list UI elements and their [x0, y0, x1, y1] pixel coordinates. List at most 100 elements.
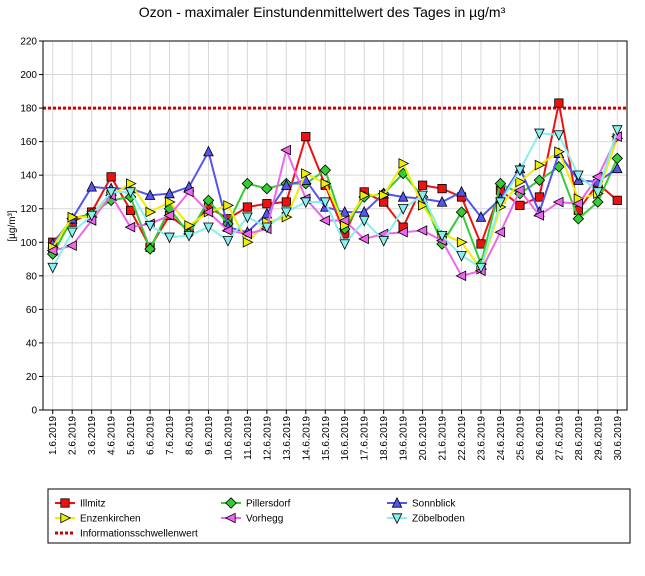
data-point: [611, 162, 623, 174]
data-point: [60, 512, 72, 524]
data-point: [280, 144, 291, 156]
data-point: [475, 262, 487, 274]
x-tick-label: 8.6.2019: [185, 416, 196, 455]
data-point: [261, 182, 273, 195]
data-point: [184, 220, 196, 231]
legend-item: Vorhegg: [221, 512, 283, 525]
data-point: [126, 178, 137, 189]
data-point: [456, 185, 467, 197]
x-tick-label: 16.6.2019: [340, 416, 351, 461]
data-point: [86, 210, 98, 222]
data-point: [144, 220, 156, 232]
data-point: [358, 233, 369, 245]
y-tick-label: 80: [26, 271, 38, 282]
y-tick-label: 140: [20, 171, 37, 182]
data-point: [572, 213, 585, 225]
legend-label: Illmitz: [80, 499, 106, 510]
data-point: [554, 98, 564, 108]
data-point: [379, 189, 390, 201]
data-point: [202, 206, 214, 218]
data-point: [358, 215, 370, 227]
y-tick-label: 220: [20, 37, 37, 48]
data-point: [495, 197, 506, 209]
data-point: [46, 245, 58, 257]
data-point: [338, 215, 350, 226]
x-tick-label: 25.6.2019: [515, 416, 526, 461]
data-point: [391, 513, 403, 525]
data-point: [241, 228, 253, 240]
data-point: [60, 498, 70, 508]
data-point: [397, 204, 409, 215]
y-tick-label: 0: [31, 406, 37, 417]
data-point: [534, 128, 545, 140]
data-point: [553, 130, 565, 142]
series-line: [51, 150, 618, 245]
legend-box: [47, 488, 631, 544]
legend-item: Illmitz: [55, 498, 106, 510]
data-point: [378, 235, 390, 247]
x-tick-label: 24.6.2019: [496, 416, 507, 461]
data-point: [280, 179, 292, 190]
data-point: [475, 211, 487, 222]
y-axis-ticks: 0 20 40 60 80 100 120 140 160 180 200 220: [20, 37, 43, 417]
x-tick-label: 28.6.2019: [574, 416, 585, 461]
x-tick-label: 7.6.2019: [165, 416, 176, 455]
data-point: [261, 222, 273, 234]
x-tick-label: 11.6.2019: [243, 416, 254, 460]
data-point: [417, 180, 428, 190]
legend-label: Informationsschwellenwert: [80, 529, 198, 540]
data-point: [164, 232, 175, 244]
x-tick-label: 2.6.2019: [68, 416, 79, 455]
legend-label: Enzenkirchen: [80, 514, 141, 525]
data-point: [182, 186, 194, 198]
y-tick-label: 40: [26, 338, 38, 349]
data-point: [144, 189, 156, 200]
data-point: [455, 270, 467, 282]
data-point: [456, 251, 467, 262]
x-tick-label: 26.6.2019: [535, 416, 546, 461]
data-point: [436, 195, 448, 207]
data-point: [515, 176, 527, 188]
x-tick-label: 1.6.2019: [48, 416, 59, 455]
x-tick-label: 30.6.2019: [613, 416, 624, 461]
data-point: [164, 196, 176, 208]
data-point: [301, 168, 312, 179]
data-point: [494, 177, 507, 190]
legend-item: Pillersdorf: [221, 497, 291, 510]
data-point: [391, 496, 403, 508]
series-line: [51, 137, 619, 271]
data-point: [203, 222, 214, 234]
y-tick-label: 180: [20, 104, 37, 115]
data-point: [280, 207, 292, 219]
data-point: [67, 211, 79, 223]
x-tick-label: 4.6.2019: [107, 416, 118, 455]
y-axis-label: [µg/m³]: [7, 210, 18, 242]
data-point: [66, 240, 77, 251]
data-point: [417, 200, 429, 211]
data-point: [224, 512, 236, 524]
legend-label: Sonnblick: [412, 499, 456, 510]
data-point: [47, 262, 59, 274]
x-tick-label: 14.6.2019: [301, 416, 312, 461]
data-point: [494, 226, 506, 238]
data-point: [514, 165, 526, 177]
x-axis-ticks: 1.6.2019 2.6.2019 3.6.2019 4.6.2019 5.6.2019…: [48, 410, 624, 461]
data-point: [241, 177, 254, 190]
data-point: [183, 230, 195, 242]
data-point: [145, 206, 157, 218]
x-tick-label: 15.6.2019: [321, 416, 332, 461]
x-tick-label: 17.6.2019: [360, 416, 371, 461]
data-point: [202, 194, 215, 207]
chart-title: Ozon - maximaler Einstundenmittelwert de…: [139, 4, 506, 20]
data-point: [223, 200, 235, 211]
x-tick-label: 19.6.2019: [399, 416, 410, 461]
data-point: [281, 197, 291, 207]
data-point: [301, 132, 311, 142]
plot-frame: [42, 40, 628, 411]
data-point: [513, 184, 525, 196]
data-point: [339, 205, 351, 217]
legend-item: Zöbelboden: [387, 513, 465, 525]
data-point: [534, 192, 545, 202]
y-tick-label: 200: [20, 70, 37, 81]
data-point: [86, 180, 98, 192]
